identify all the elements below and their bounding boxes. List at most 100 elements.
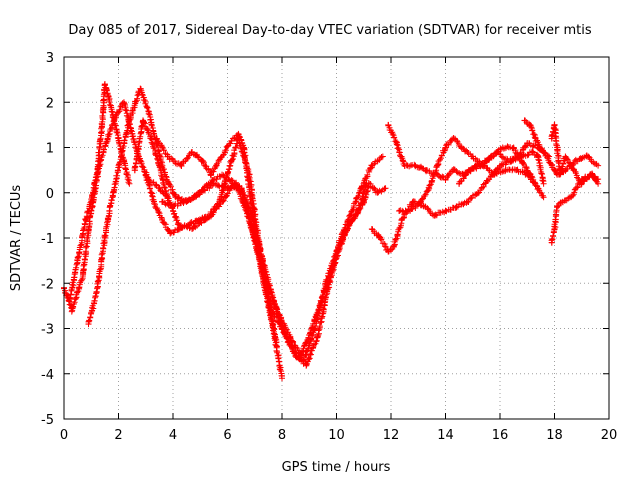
data-point — [469, 153, 476, 160]
data-point — [559, 198, 566, 205]
data-point — [137, 158, 144, 165]
data-series — [61, 81, 602, 382]
data-point — [137, 85, 144, 92]
data-point — [477, 162, 484, 169]
data-point — [540, 149, 547, 156]
data-point — [303, 361, 310, 368]
x-tick-label: 0 — [60, 428, 68, 443]
data-point — [486, 176, 493, 183]
data-point — [396, 207, 403, 214]
y-tick-label: 1 — [46, 142, 54, 157]
data-point — [499, 144, 506, 151]
data-point — [556, 171, 563, 178]
data-point — [567, 194, 574, 201]
y-tick-label: 2 — [46, 96, 54, 111]
data-point — [148, 135, 155, 142]
data-point — [518, 158, 525, 165]
data-point — [570, 167, 577, 174]
data-point — [529, 149, 536, 156]
data-point — [186, 221, 193, 228]
data-point — [423, 167, 430, 174]
data-point — [442, 176, 449, 183]
data-point — [584, 153, 591, 160]
data-point — [191, 194, 198, 201]
data-point — [172, 194, 179, 201]
data-point — [368, 162, 375, 169]
data-point — [347, 212, 354, 219]
data-point — [385, 248, 392, 255]
y-tick-label: -4 — [41, 368, 54, 383]
data-point — [554, 203, 561, 210]
data-point — [150, 198, 157, 205]
data-point — [497, 162, 503, 169]
data-point — [93, 289, 100, 296]
data-point — [453, 203, 460, 210]
data-point — [126, 117, 133, 124]
series-track-11 — [456, 143, 547, 201]
data-point — [85, 320, 92, 327]
data-point — [551, 225, 558, 232]
data-point — [434, 162, 441, 169]
data-point — [308, 325, 315, 332]
data-point — [164, 194, 171, 201]
data-point — [554, 144, 561, 151]
data-point — [180, 198, 187, 205]
data-point — [129, 130, 136, 137]
x-tick-label: 12 — [383, 428, 400, 443]
data-point — [358, 185, 365, 192]
data-point — [115, 135, 122, 142]
data-point — [442, 144, 449, 151]
data-point — [382, 185, 389, 192]
data-point — [464, 198, 471, 205]
data-point — [273, 339, 280, 346]
data-point — [104, 90, 111, 97]
y-tick-label: -3 — [41, 323, 54, 338]
data-point — [93, 171, 100, 178]
data-point — [232, 180, 239, 187]
x-tick-label: 6 — [223, 428, 231, 443]
series-track-2 — [66, 81, 133, 305]
data-point — [393, 139, 400, 146]
data-point — [189, 225, 196, 232]
data-point — [178, 162, 185, 169]
data-point — [140, 117, 147, 124]
data-point — [562, 153, 569, 160]
data-point — [126, 180, 133, 187]
x-tick-label: 20 — [601, 428, 618, 443]
data-point — [240, 144, 247, 151]
data-point — [505, 158, 512, 165]
data-point — [156, 162, 163, 169]
data-point — [66, 298, 73, 305]
x-tick-label: 14 — [437, 428, 454, 443]
data-point — [110, 112, 117, 119]
data-point — [502, 167, 509, 174]
data-point — [208, 171, 215, 178]
data-point — [110, 189, 117, 196]
data-point — [170, 203, 176, 210]
series-track-7 — [153, 130, 280, 346]
data-point — [513, 167, 520, 174]
data-point — [219, 198, 226, 205]
data-point — [205, 180, 212, 187]
data-point — [227, 162, 234, 169]
data-point — [521, 117, 528, 124]
data-point — [229, 135, 236, 142]
x-tick-label: 16 — [492, 428, 509, 443]
grid — [64, 57, 609, 419]
data-point — [159, 198, 166, 205]
data-point — [99, 121, 106, 128]
data-point — [420, 203, 427, 210]
data-point — [292, 352, 299, 359]
data-point — [330, 262, 337, 269]
data-point — [104, 135, 111, 142]
data-point — [450, 135, 457, 142]
data-point — [131, 167, 138, 174]
data-point — [262, 289, 269, 296]
y-tick-label: -2 — [41, 277, 54, 292]
data-point — [488, 153, 495, 160]
data-point — [153, 135, 160, 142]
data-point — [532, 135, 539, 142]
data-point — [101, 235, 108, 241]
data-point — [595, 162, 602, 169]
